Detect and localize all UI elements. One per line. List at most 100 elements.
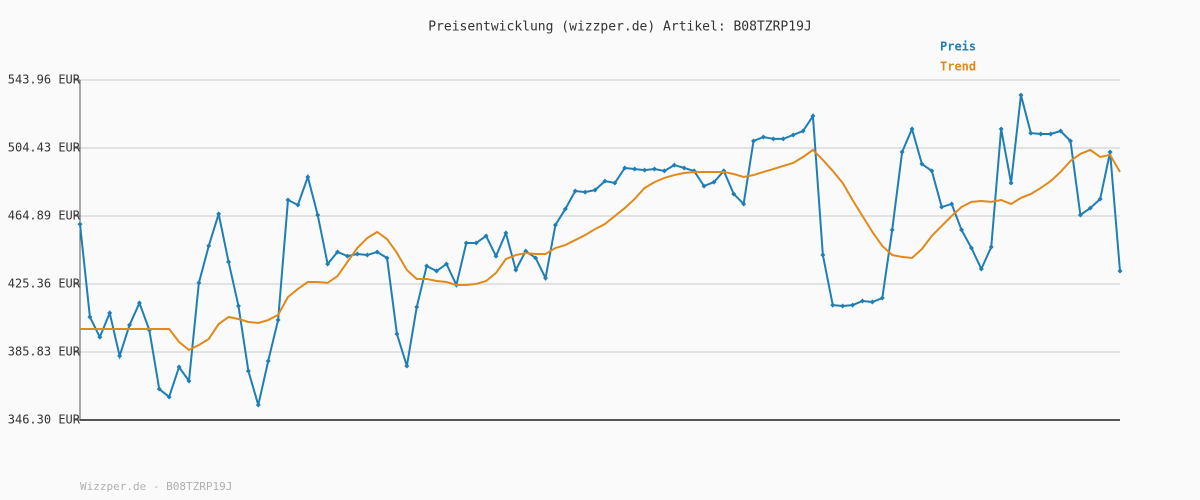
point-marker bbox=[1058, 128, 1064, 134]
point-marker bbox=[850, 302, 856, 308]
point-marker bbox=[651, 166, 657, 172]
point-marker bbox=[117, 353, 123, 359]
point-marker bbox=[780, 136, 786, 142]
point-marker bbox=[305, 174, 311, 180]
point-marker bbox=[671, 162, 677, 168]
point-marker bbox=[1097, 196, 1103, 202]
point-marker bbox=[364, 252, 370, 258]
point-marker bbox=[176, 364, 182, 370]
point-marker bbox=[949, 201, 955, 207]
y-tick-label: 425.36 EUR bbox=[8, 277, 81, 291]
series-line bbox=[79, 94, 1121, 406]
legend-label: Trend bbox=[940, 60, 976, 74]
point-marker bbox=[968, 245, 974, 251]
point-marker bbox=[463, 240, 469, 246]
point-marker bbox=[731, 191, 737, 197]
point-marker bbox=[434, 268, 440, 274]
point-marker bbox=[869, 299, 875, 305]
point-marker bbox=[503, 230, 509, 236]
point-marker bbox=[760, 134, 766, 140]
point-marker bbox=[820, 252, 826, 258]
point-marker bbox=[87, 314, 93, 320]
point-marker bbox=[335, 249, 341, 255]
point-marker bbox=[612, 180, 618, 186]
point-marker bbox=[424, 263, 430, 269]
point-marker bbox=[701, 183, 707, 189]
point-marker bbox=[859, 298, 865, 304]
point-marker bbox=[770, 136, 776, 142]
point-marker bbox=[889, 227, 895, 233]
point-marker bbox=[77, 221, 83, 227]
point-marker bbox=[493, 253, 499, 259]
point-marker bbox=[572, 188, 578, 194]
point-marker bbox=[741, 201, 747, 207]
point-marker bbox=[97, 334, 103, 340]
point-marker bbox=[1117, 268, 1123, 274]
point-marker bbox=[840, 303, 846, 309]
point-marker bbox=[354, 251, 360, 257]
point-marker bbox=[226, 259, 232, 265]
point-marker bbox=[206, 243, 212, 249]
footer: Wizzper.de - B08TZRP19J bbox=[80, 480, 232, 493]
point-marker bbox=[216, 211, 222, 217]
point-marker bbox=[1038, 131, 1044, 137]
point-marker bbox=[879, 295, 885, 301]
point-marker bbox=[1048, 131, 1054, 137]
point-marker bbox=[443, 261, 449, 267]
point-marker bbox=[245, 368, 251, 374]
point-marker bbox=[107, 310, 113, 316]
point-marker bbox=[127, 322, 133, 328]
point-marker bbox=[275, 317, 281, 323]
point-marker bbox=[1107, 149, 1113, 155]
point-marker bbox=[830, 302, 836, 308]
point-marker bbox=[681, 165, 687, 171]
point-marker bbox=[344, 253, 350, 259]
y-tick-label: 385.83 EUR bbox=[8, 345, 81, 359]
point-marker bbox=[582, 189, 588, 195]
point-marker bbox=[483, 233, 489, 239]
point-marker bbox=[810, 113, 816, 119]
point-marker bbox=[543, 275, 549, 281]
point-marker bbox=[196, 280, 202, 286]
y-tick-label: 543.96 EUR bbox=[8, 73, 81, 87]
point-marker bbox=[325, 261, 331, 267]
point-marker bbox=[790, 132, 796, 138]
legend-label: Preis bbox=[940, 40, 976, 54]
point-marker bbox=[265, 358, 271, 364]
point-marker bbox=[235, 303, 241, 309]
point-marker bbox=[136, 300, 142, 306]
point-marker bbox=[552, 222, 558, 228]
point-marker bbox=[909, 126, 915, 132]
point-marker bbox=[1028, 130, 1034, 136]
point-marker bbox=[1087, 205, 1093, 211]
point-marker bbox=[1067, 138, 1073, 144]
point-marker bbox=[315, 212, 321, 218]
point-marker bbox=[1018, 92, 1024, 98]
point-marker bbox=[1077, 212, 1083, 218]
point-marker bbox=[661, 168, 667, 174]
point-marker bbox=[632, 166, 638, 172]
chart-title: Preisentwicklung (wizzper.de) Artikel: B… bbox=[428, 20, 812, 35]
point-marker bbox=[711, 179, 717, 185]
y-tick-label: 464.89 EUR bbox=[8, 209, 81, 223]
point-marker bbox=[166, 394, 172, 400]
point-marker bbox=[602, 178, 608, 184]
point-marker bbox=[592, 187, 598, 193]
point-marker bbox=[978, 266, 984, 272]
point-marker bbox=[562, 206, 568, 212]
point-marker bbox=[404, 363, 410, 369]
point-marker bbox=[255, 402, 261, 408]
point-marker bbox=[959, 227, 965, 233]
point-marker bbox=[513, 267, 519, 273]
point-marker bbox=[899, 149, 905, 155]
y-tick-label: 346.30 EUR bbox=[8, 413, 81, 427]
point-marker bbox=[414, 304, 420, 310]
point-marker bbox=[295, 202, 301, 208]
point-marker bbox=[988, 244, 994, 250]
point-marker bbox=[384, 255, 390, 261]
point-marker bbox=[533, 255, 539, 261]
series-line bbox=[80, 148, 1121, 352]
point-marker bbox=[919, 161, 925, 167]
